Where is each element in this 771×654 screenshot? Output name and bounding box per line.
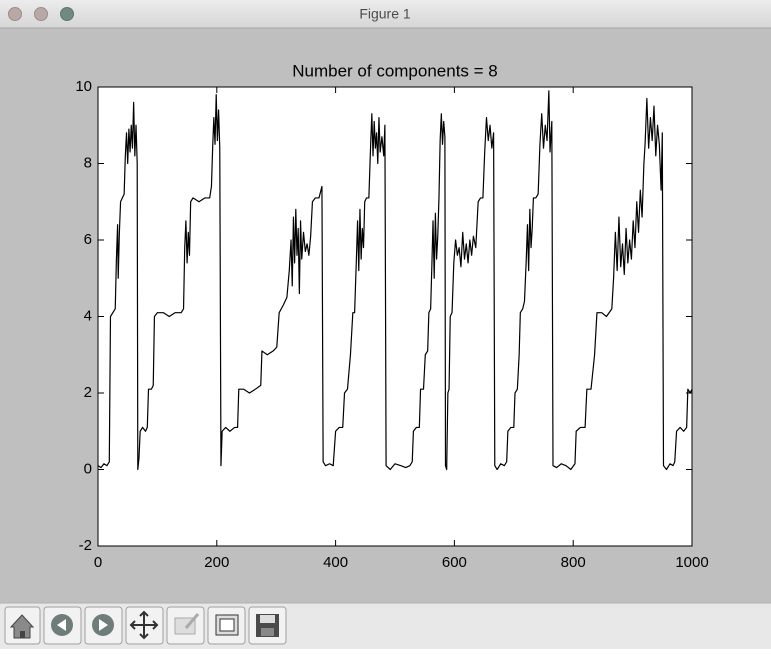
y-tick-label: 4 [84,307,92,324]
y-tick-label: 6 [84,231,92,248]
y-tick-label: 0 [84,460,92,477]
zoom-button[interactable] [60,7,74,21]
axes-frame [97,86,693,547]
x-tick-label: 1000 [675,554,708,571]
window-title: Figure 1 [359,6,411,22]
y-tick-label: 2 [84,384,92,401]
pan-icon [129,610,159,640]
back-arrow [57,619,66,631]
forward-button[interactable] [84,606,123,645]
pan-button[interactable] [125,606,164,645]
minimize-button[interactable] [34,7,48,21]
title-bar [0,0,771,28]
x-tick-label: 200 [204,554,229,571]
x-tick-label: 800 [561,554,586,571]
plot-area [98,87,692,546]
zoom-rect-button[interactable] [166,606,205,645]
back-button[interactable] [43,606,82,645]
subplots-inner [219,618,235,632]
close-button[interactable] [8,7,22,21]
home-door [20,631,25,638]
home-icon [9,614,35,639]
save-shutter [261,628,274,636]
zoom-handle [184,613,200,629]
y-tick-label: 8 [84,154,92,171]
y-tick-label: 10 [75,78,92,95]
data-line [97,90,693,471]
x-tick-label: 400 [323,554,348,571]
home-button[interactable] [4,606,41,645]
x-tick-label: 0 [94,554,102,571]
x-tick-label: 600 [442,554,467,571]
save-label [260,615,275,623]
forward-arrow [99,619,108,631]
y-tick-label: -2 [79,537,92,554]
chart-title: Number of components = 8 [292,61,498,80]
save-button[interactable] [248,606,287,645]
subplots-button[interactable] [207,606,246,645]
